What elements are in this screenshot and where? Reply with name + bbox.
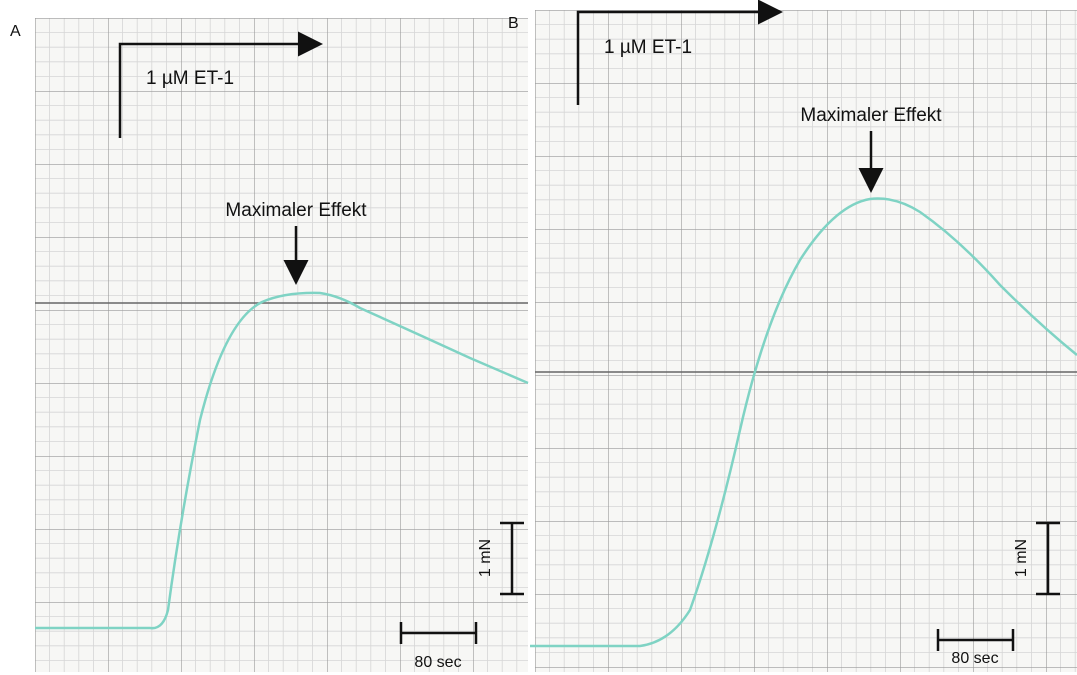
stimulus-label: 1 µM ET-1	[604, 37, 692, 58]
stimulus-label: 1 µM ET-1	[146, 68, 234, 89]
panel-b: B 1 µM ET-1 Maximaler Effekt 1 mN 80 sec	[508, 10, 1077, 672]
annotation: Maximaler Effekt	[225, 200, 367, 221]
panel-label: B	[508, 15, 519, 32]
figure: A 1 µM ET-1 Maximaler Effekt 1 mN 80 sec…	[0, 0, 1077, 675]
force-scale-label: 1 mN	[477, 539, 494, 577]
panel-a: A 1 µM ET-1 Maximaler Effekt 1 mN 80 sec	[10, 18, 528, 672]
time-scale-label: 80 sec	[951, 650, 998, 667]
annotation: Maximaler Effekt	[800, 105, 942, 126]
panel-label: A	[10, 23, 21, 40]
grid-paper	[35, 18, 528, 672]
force-scale-label: 1 mN	[1013, 539, 1030, 577]
time-scale-label: 80 sec	[414, 654, 461, 671]
